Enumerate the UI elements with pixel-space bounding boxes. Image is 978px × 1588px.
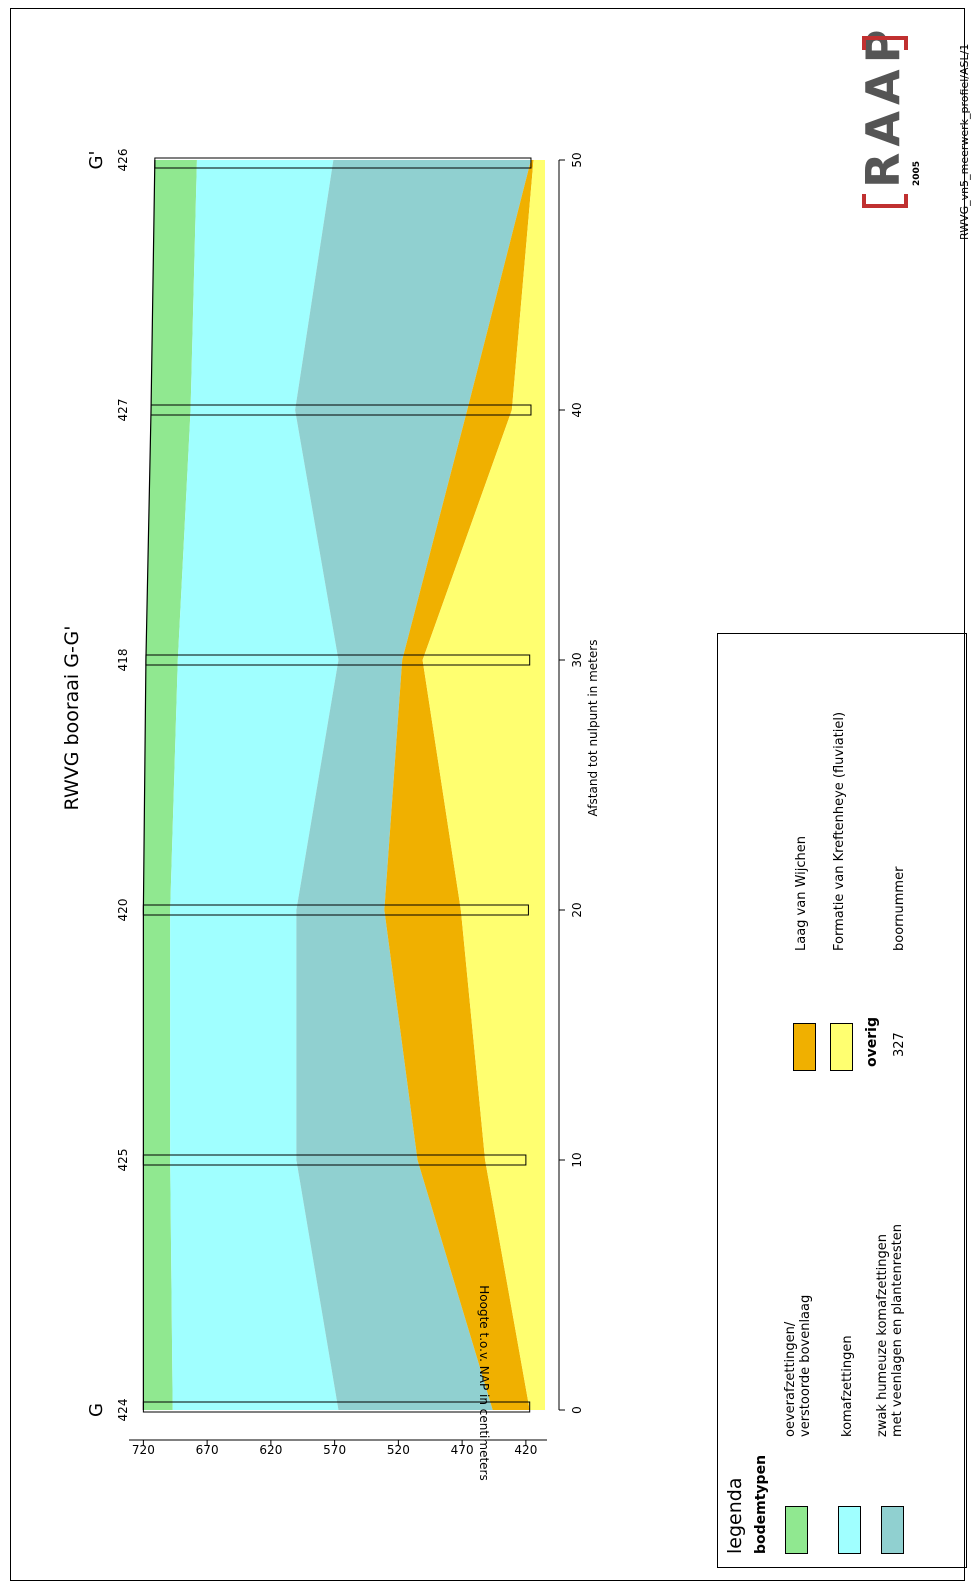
borehole-number-label: 426 [116,149,130,172]
borehole-425 [142,1154,527,1166]
y-tick-label: 420 [514,1443,537,1457]
y-tick-label: 520 [387,1443,410,1457]
borehole-number-label: 424 [116,1399,130,1422]
legend-title: legenda [724,1477,746,1554]
legend-swatch-oeverafzettingen [785,1506,808,1554]
profile-chart: 424 425 420 418 427 426 720 670 620 570 520 470 420… [61,149,600,1481]
borehole-number-label: 418 [116,649,130,672]
legend-label-oeverafzettingen-1: oeverafzettingen/ [783,1321,798,1437]
layers-group [142,159,545,1410]
legend-example-label: boornummer [892,866,907,951]
raap-logo-bracket-left-icon [862,194,908,208]
section-label-start: G [86,1403,107,1417]
legend-swatch-zwak-humeuze [881,1506,904,1554]
legend-label-zwak-humeuze-1: zwak humeuze komafzettingen [875,1234,890,1437]
x-tick-label: 30 [570,652,584,667]
raap-logo: RAAP 2005 [856,24,940,208]
y-tick-label: 670 [196,1443,219,1457]
footer-code: RWVG_vn5_meerwerk_profiel/ASL/1 [958,43,971,240]
surface-line [142,159,156,1410]
legend-example-number: 327 [892,1032,907,1057]
borehole-426 [154,157,532,169]
borehole-418 [145,654,531,666]
chart-title: RWVG booraai G-G' [61,626,83,811]
raap-logo-bracket-right-icon [862,36,908,50]
page-frame [10,8,965,1581]
borehole-427 [150,404,532,416]
layer-area-0 [143,160,197,1410]
legend-heading-bodemtypen: bodemtypen [753,1454,769,1554]
layer-area-2 [295,160,531,1410]
legend-swatch-laag-van-wijchen [793,1023,816,1071]
legend-swatch-kreftenheye [830,1023,853,1071]
x-tick-label: 40 [570,402,584,417]
legend-label-laag-van-wijchen: Laag van Wijchen [794,835,809,951]
section-label-end: G' [86,151,107,170]
borehole-number-label: 425 [116,1149,130,1172]
y-tick-label: 570 [323,1443,346,1457]
legend-box: legenda bodemtypen oeverafzettingen/ ver… [717,633,967,1568]
y-tick-label: 720 [132,1443,155,1457]
legend-label-komafzettingen: komafzettingen [840,1335,855,1437]
y-tick-label: 620 [259,1443,282,1457]
borehole-number-label: 427 [116,399,130,422]
borehole-420 [142,904,529,916]
y-axis-label: Hoogte t.o.v. NAP in centimeters [477,1285,491,1480]
x-axis-label: Afstand tot nulpunt in meters [586,640,600,817]
x-tick-label: 10 [570,1152,584,1167]
raap-logo-year: 2005 [912,160,922,186]
borehole-424 [142,1401,531,1413]
legend-swatch-komafzettingen [838,1506,861,1554]
legend-label-zwak-humeuze-2: met veenlagen en plantenresten [890,1224,905,1437]
x-tick-label: 20 [570,902,584,917]
legend-label-oeverafzettingen-2: verstoorde bovenlaag [798,1294,813,1437]
boreholes-group: 424 425 420 418 427 426 [116,149,532,1422]
x-tick-label: 50 [570,152,584,167]
borehole-number-label: 420 [116,899,130,922]
x-tick-label: 0 [570,1406,584,1414]
axes-group: 720 670 620 570 520 470 420 0 10 20 30 40 50 [129,152,584,1457]
layer-area-4 [422,160,545,1410]
legend-label-kreftenheye: Formatie van Kreftenheye (fluviatiel) [832,711,847,951]
legend-heading-overig: overig [864,1017,880,1067]
y-tick-label: 470 [451,1443,474,1457]
layer-area-3 [384,160,534,1410]
